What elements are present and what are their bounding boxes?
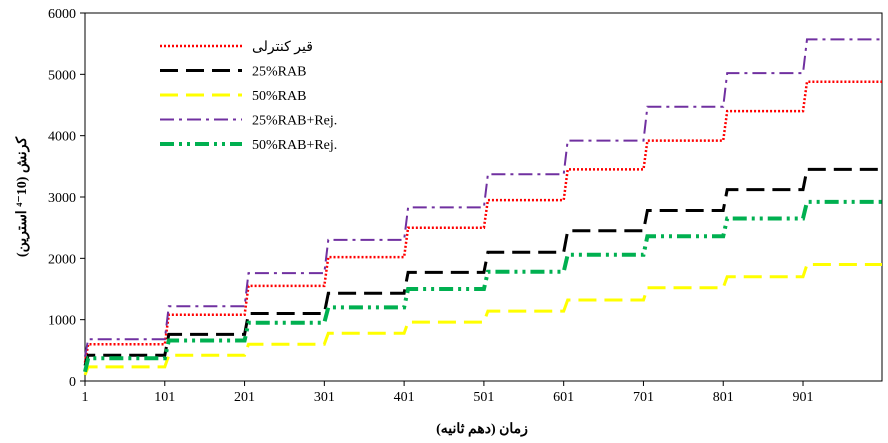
y-tick-label: 3000 [48, 191, 76, 206]
series-layer [83, 38, 882, 376]
x-tick-label: 401 [394, 390, 415, 405]
y-tick-label: 2000 [48, 252, 76, 267]
x-tick-label: 601 [553, 390, 574, 405]
legend: قیر کنترلی 25%RAB 50%RAB 25%RAB+Rej. 50%RAB+… [160, 40, 337, 153]
x-tick-label: 101 [154, 390, 175, 405]
x-axis-title: زمان (دهم ثانیه) [436, 422, 528, 437]
series-line-2 [83, 167, 882, 367]
x-axis: 1 101 201 301 401 501 601 701 801 901 [82, 381, 814, 405]
x-tick-label: 501 [473, 390, 494, 405]
legend-label-2: 25%RAB [252, 65, 306, 80]
x-tick-label: 201 [234, 390, 255, 405]
y-tick-label: 6000 [48, 7, 76, 22]
y-tick-label: 4000 [48, 130, 76, 145]
y-tick-label: 5000 [48, 68, 76, 83]
x-tick-label: 801 [713, 390, 734, 405]
y-tick-label: 0 [69, 375, 76, 390]
y-tick-label: 1000 [48, 314, 76, 329]
legend-label-1: قیر کنترلی [252, 40, 313, 55]
x-tick-label: 701 [633, 390, 654, 405]
plot-frame [84, 12, 883, 382]
legend-label-4: 25%RAB+Rej. [252, 114, 337, 129]
series-line-3 [83, 263, 882, 376]
series-line-4 [84, 38, 882, 357]
y-axis: 0 1000 2000 3000 4000 5000 6000 [48, 7, 85, 390]
series-line-1 [83, 80, 882, 363]
x-tick-label: 1 [82, 390, 89, 405]
plot-area [84, 12, 883, 382]
x-tick-label: 901 [793, 390, 814, 405]
legend-label-5: 50%RAB+Rej. [252, 138, 337, 153]
x-tick-label: 301 [314, 390, 335, 405]
series-line-5 [83, 199, 882, 373]
y-axis-title: کرنش (10⁻⁴ استرین) [14, 137, 30, 258]
legend-label-3: 50%RAB [252, 89, 306, 104]
